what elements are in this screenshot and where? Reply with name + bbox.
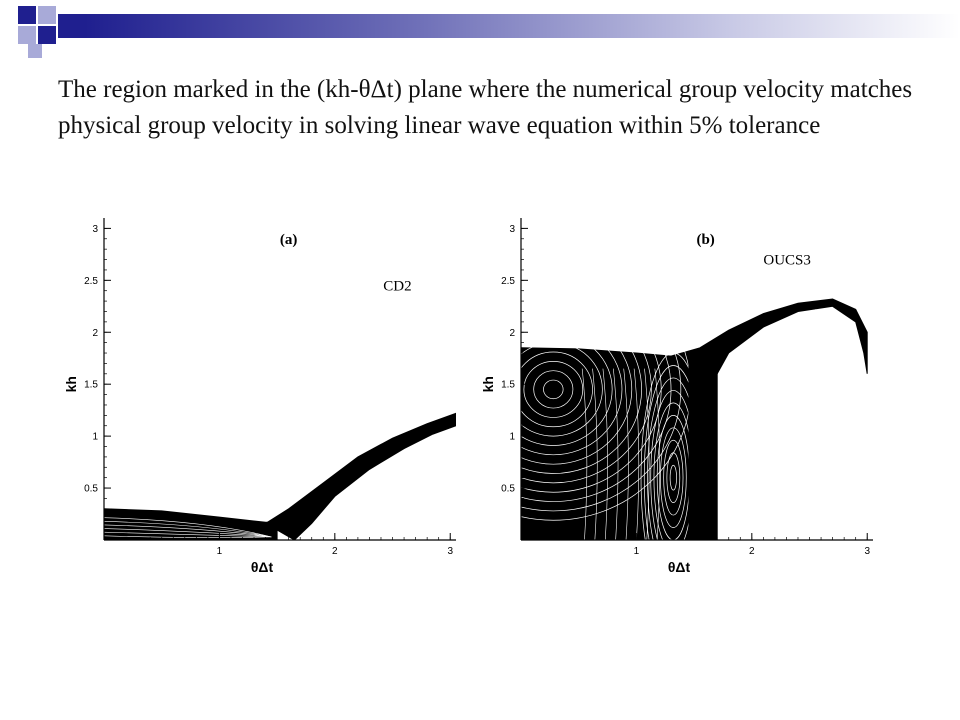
contour-plot-b: 0.5 1 1.5 2 2.5 3 1 2 3 θΔt kh (b) OUCS3	[455, 210, 875, 580]
y-axis-label: kh	[480, 376, 496, 392]
chart-svg-1: 0.5 1 1.5 2 2.5 3 1 2 3 θΔt kh (b) OUCS3	[480, 218, 873, 575]
contour-line	[521, 295, 652, 484]
panel-label: (b)	[696, 232, 714, 248]
slide-title: The region marked in the (kh-θΔt) plane …	[58, 76, 913, 139]
contour-band-2	[264, 412, 456, 540]
contour-line	[666, 452, 681, 503]
plot-area	[521, 258, 868, 540]
contour-line	[521, 332, 613, 446]
x-tick-label: 2	[332, 546, 338, 557]
contour-line	[521, 323, 623, 456]
contour-line	[521, 276, 672, 502]
contour-line	[592, 368, 598, 540]
contour-line	[521, 267, 682, 512]
contour-line	[521, 314, 633, 465]
x-tick-label: 1	[634, 546, 640, 557]
contour-line	[104, 517, 272, 538]
decorative-square-mid-left	[18, 26, 36, 44]
y-tick-label: 1	[92, 432, 98, 443]
contour-band-3	[669, 298, 868, 375]
contour-band-1	[521, 347, 689, 540]
y-tick-label: 1	[509, 432, 515, 443]
decorative-square-top-right	[38, 6, 56, 24]
decorative-square-mid-right	[38, 26, 56, 44]
x-axis-label: θΔt	[668, 559, 691, 575]
contour-band-core	[688, 361, 718, 540]
contour-line	[521, 351, 593, 428]
contour-plot-a: 0.5 1 1.5 2 2.5 3 1 2 3 θΔt kh (a) CD2	[38, 210, 458, 580]
contour-line	[543, 379, 564, 400]
decorative-square-bottom	[28, 44, 42, 58]
contour-line	[602, 368, 608, 540]
y-tick-label: 2	[92, 328, 98, 339]
contour-line	[623, 368, 629, 540]
y-axis-label: kh	[63, 376, 79, 392]
y-tick-label: 3	[509, 224, 515, 235]
x-axis-label: θΔt	[251, 559, 274, 575]
contour-line	[581, 368, 588, 540]
y-tick-label: 3	[92, 224, 98, 235]
plot-area	[104, 412, 456, 540]
contour-line	[533, 370, 574, 409]
y-tick-label: 2.5	[84, 276, 98, 287]
contour-line	[104, 524, 272, 538]
contour-line	[660, 427, 687, 528]
y-tick-label: 1.5	[501, 380, 515, 391]
x-tick-label: 3	[864, 546, 870, 557]
contour-line	[104, 528, 272, 538]
decorative-header-bar	[58, 14, 960, 38]
chart-svg-0: 0.5 1 1.5 2 2.5 3 1 2 3 θΔt kh (a) CD2	[63, 218, 456, 575]
contour-line	[104, 521, 272, 538]
contour-line	[523, 360, 584, 418]
contour-line	[613, 368, 619, 540]
series-annotation: CD2	[383, 279, 411, 295]
x-tick-label: 2	[749, 546, 755, 557]
contour-line	[104, 531, 272, 538]
contour-line	[104, 535, 272, 539]
x-tick-label: 3	[447, 546, 453, 557]
decorative-square-top-left	[18, 6, 36, 24]
contour-line	[633, 368, 640, 540]
contour-line	[644, 368, 650, 540]
panel-label: (a)	[280, 232, 298, 248]
y-tick-label: 1.5	[84, 380, 98, 391]
series-annotation: OUCS3	[763, 253, 811, 269]
contour-line	[521, 304, 642, 474]
contour-line	[663, 439, 684, 516]
contour-line	[521, 342, 603, 437]
y-tick-label: 0.5	[501, 484, 515, 495]
x-tick-label: 1	[217, 546, 223, 557]
y-tick-label: 0.5	[84, 484, 98, 495]
y-tick-label: 2.5	[501, 276, 515, 287]
y-tick-label: 2	[509, 328, 515, 339]
arch-interior	[719, 309, 860, 540]
contour-line	[654, 368, 660, 540]
contour-line	[669, 464, 677, 491]
